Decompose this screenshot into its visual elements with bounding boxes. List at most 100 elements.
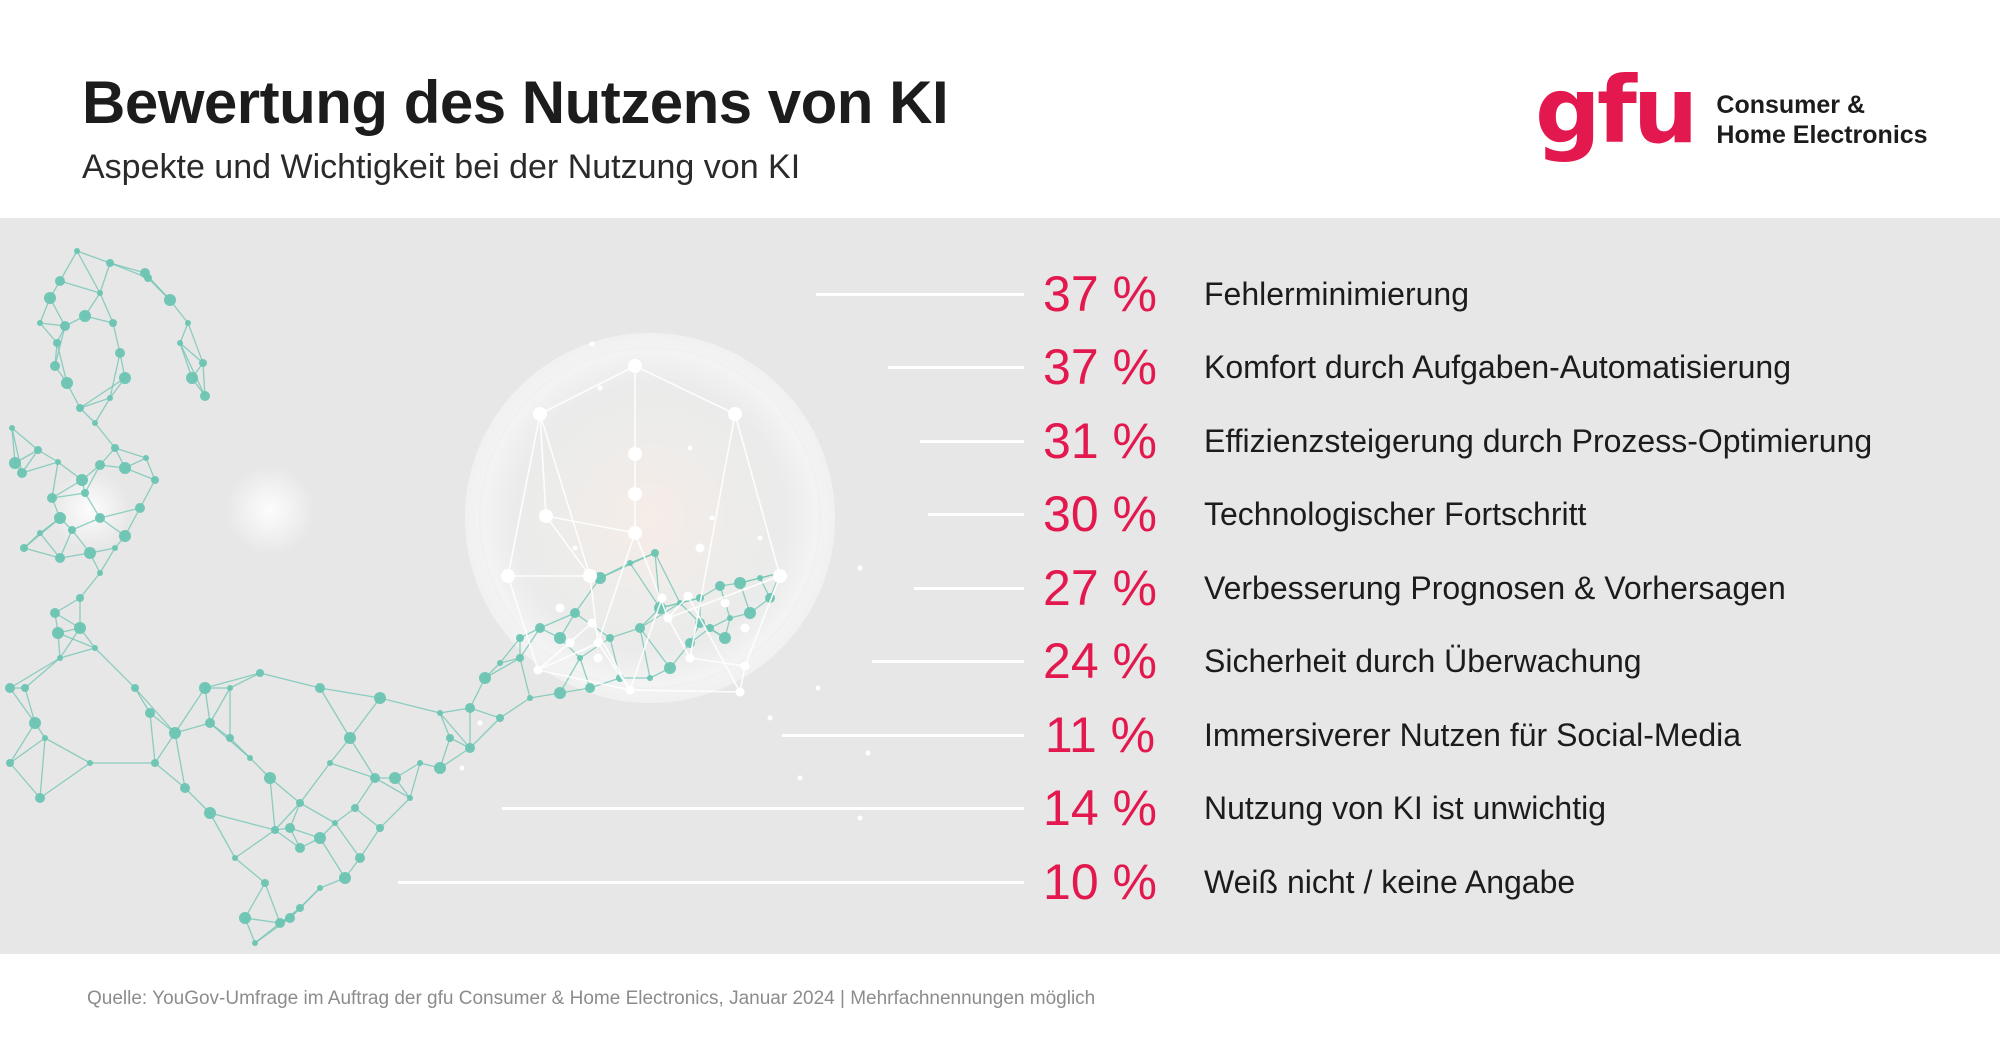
network-node [79, 310, 91, 322]
ai-network-illustration [5, 248, 871, 946]
network-node [496, 714, 504, 722]
network-node [314, 832, 326, 844]
network-node [112, 545, 118, 551]
network-node [199, 359, 207, 367]
network-edge [79, 377, 126, 409]
network-node [740, 661, 750, 671]
network-node [177, 340, 183, 346]
network-node [119, 462, 131, 474]
network-edge [299, 802, 336, 824]
network-node [663, 613, 673, 623]
network-edge [112, 322, 121, 354]
network-node [95, 513, 105, 523]
network-edge [79, 397, 111, 409]
sparkle-dot [572, 545, 578, 551]
network-node [706, 624, 714, 632]
network-edge [59, 280, 101, 294]
network-edge [539, 365, 636, 415]
network-edge [51, 492, 86, 499]
network-node [727, 615, 733, 621]
network-node [9, 457, 21, 469]
network-node [68, 526, 76, 534]
network-edge [23, 547, 61, 559]
network-edge [76, 250, 101, 294]
network-node [205, 718, 215, 728]
network-node [21, 684, 29, 692]
network-node [180, 783, 190, 793]
network-node [355, 853, 365, 863]
leader-line [920, 440, 1024, 443]
network-node [57, 655, 63, 661]
value-label: 37 % [1043, 339, 1157, 395]
network-node [695, 543, 705, 553]
network-edge [484, 657, 521, 679]
network-edge [59, 627, 81, 659]
network-edge [539, 413, 591, 577]
logo-mark: gfu [1535, 57, 1698, 164]
network-node [719, 632, 731, 644]
value-label: 37 % [1043, 266, 1157, 322]
network-node [151, 759, 159, 767]
sparkle-dot [597, 385, 603, 391]
network-edge [179, 342, 193, 379]
network-node [647, 675, 653, 681]
value-label: 31 % [1043, 413, 1157, 469]
network-node [164, 294, 176, 306]
network-edge [204, 672, 261, 689]
network-node [657, 593, 667, 603]
network-edge [244, 882, 266, 919]
result-row: 31 % Effizienzsteigerung durch Prozess-O… [0, 411, 2000, 471]
sparkle-dot [589, 341, 595, 347]
network-node [20, 544, 28, 552]
network-edge [629, 689, 741, 693]
network-edge [57, 632, 96, 649]
network-node [55, 276, 65, 286]
network-node [106, 259, 114, 267]
network-edge [469, 707, 501, 719]
network-edge [9, 657, 61, 689]
network-node [61, 377, 73, 389]
network-node [200, 391, 210, 401]
network-node [29, 717, 41, 729]
network-edge [687, 595, 741, 693]
network-edge [94, 397, 111, 424]
network-edge [21, 461, 59, 474]
sparkle-dot [709, 515, 715, 521]
network-node [555, 603, 565, 613]
sparkle-dot [797, 775, 803, 781]
network-edge [579, 637, 611, 659]
network-edge [109, 352, 121, 399]
network-node [54, 512, 66, 524]
network-edge [349, 697, 381, 739]
sparkle-dot [857, 565, 863, 571]
network-node [264, 772, 276, 784]
network-edge [234, 857, 266, 884]
network-node [131, 684, 139, 692]
network-node [351, 804, 359, 812]
result-row: 30 % Technologischer Fortschritt [0, 484, 2000, 544]
category-label: Fehlerminimierung [1204, 276, 1469, 312]
network-edge [299, 762, 331, 804]
chart-panel: 37 % Fehlerminimierung 37 % Komfort durc… [0, 218, 2000, 954]
network-edge [667, 595, 689, 619]
network-edge [597, 532, 636, 644]
network-edge [139, 479, 156, 509]
network-node [296, 904, 304, 912]
network-edge [274, 802, 301, 831]
network-node [565, 638, 575, 648]
network-node [628, 359, 642, 373]
network-node [606, 634, 614, 642]
network-node [119, 372, 131, 384]
network-edge [234, 829, 276, 859]
network-edge [94, 647, 136, 689]
network-node [370, 773, 380, 783]
network-node [628, 447, 642, 461]
network-node [111, 444, 119, 452]
network-node [539, 509, 553, 523]
network-edge [667, 575, 781, 619]
network-node [677, 600, 683, 606]
network-edge [359, 827, 381, 859]
network-node [47, 493, 57, 503]
orb-ring [465, 333, 835, 703]
network-edge [59, 529, 73, 559]
